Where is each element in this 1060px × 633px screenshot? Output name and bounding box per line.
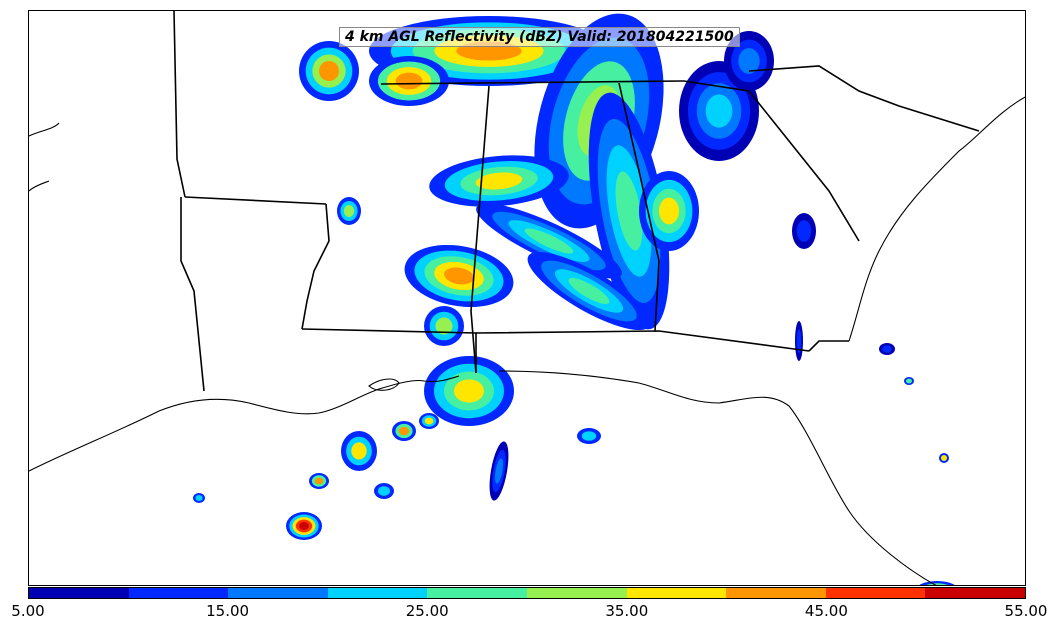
colorbar-segment xyxy=(626,588,727,598)
border-tn-south xyxy=(380,80,685,85)
echo-cell xyxy=(615,171,643,251)
colorbar-segment xyxy=(427,588,527,598)
colorbar-tick-label: 45.00 xyxy=(804,602,848,620)
colorbar xyxy=(28,587,1026,599)
border-ga-fl xyxy=(808,340,849,352)
echo-cell xyxy=(941,455,947,461)
coast-lake-pontchartrain xyxy=(368,378,400,391)
echo-cell xyxy=(351,442,367,460)
echo-cell xyxy=(454,379,484,403)
echo-cell xyxy=(796,329,802,353)
echo-cell xyxy=(524,228,574,254)
echo-cell xyxy=(395,72,423,90)
echo-cell xyxy=(319,61,339,81)
echo-cell xyxy=(882,345,892,353)
echo-cell xyxy=(796,220,812,242)
echo-cell xyxy=(424,417,434,425)
echo-cell xyxy=(906,378,912,384)
coastlines xyxy=(29,96,1025,585)
border-nc-sc xyxy=(748,65,980,132)
border-la-tx xyxy=(180,197,205,392)
echo-cell xyxy=(705,94,733,128)
echo-cell xyxy=(659,197,679,225)
state-borders xyxy=(173,11,980,392)
coast-gulf-west xyxy=(29,375,460,472)
echo-cell xyxy=(581,431,597,441)
colorbar-ticks: 5.00 15.00 25.00 35.00 45.00 55.00 xyxy=(0,602,1060,622)
border-ar-la xyxy=(184,196,327,205)
coast-gulf-east xyxy=(498,370,937,585)
echo-cell xyxy=(195,495,203,501)
colorbar-segment xyxy=(925,588,1025,598)
colorbar-tick-label: 35.00 xyxy=(605,602,649,620)
colorbar-segment xyxy=(327,588,428,598)
echo-cell xyxy=(444,267,474,285)
border-al-fl xyxy=(475,330,810,352)
map-title: 4 km AGL Reflectivity (dBZ) Valid: 20180… xyxy=(339,27,740,47)
echo-cell xyxy=(398,426,410,436)
coast-west-left-edge xyxy=(29,122,60,192)
coast-atlantic xyxy=(848,96,1025,342)
echo-cell xyxy=(494,458,504,484)
colorbar-segment xyxy=(726,588,826,598)
reflectivity-echoes xyxy=(193,13,955,586)
echo-cell xyxy=(435,317,453,335)
echo-cell xyxy=(475,172,523,190)
radar-map xyxy=(29,11,1025,586)
echo-cell xyxy=(299,522,309,530)
colorbar-segment xyxy=(29,588,129,598)
colorbar-segment xyxy=(825,588,926,598)
echo-cell xyxy=(568,277,610,305)
echo-cell xyxy=(314,477,324,485)
colorbar-tick-label: 5.00 xyxy=(11,602,45,620)
echo-cell xyxy=(378,486,390,496)
border-ar-ms xyxy=(301,203,330,330)
echo-cell xyxy=(738,48,760,74)
colorbar-segment xyxy=(526,588,627,598)
colorbar-tick-label: 55.00 xyxy=(1004,602,1048,620)
echo-cell xyxy=(343,205,355,217)
map-frame: 4 km AGL Reflectivity (dBZ) Valid: 20180… xyxy=(28,10,1026,586)
echo-cell xyxy=(926,583,948,585)
colorbar-tick-label: 15.00 xyxy=(206,602,250,620)
border-ga-sc xyxy=(683,80,860,242)
echo-cell xyxy=(925,585,949,586)
echo-cell xyxy=(919,581,955,585)
colorbar-segment xyxy=(128,588,229,598)
colorbar-segment xyxy=(228,588,328,598)
border-ms-al xyxy=(470,85,490,374)
colorbar-tick-label: 25.00 xyxy=(405,602,449,620)
border-al-ga xyxy=(618,82,660,332)
border-ok-tx xyxy=(173,11,186,198)
